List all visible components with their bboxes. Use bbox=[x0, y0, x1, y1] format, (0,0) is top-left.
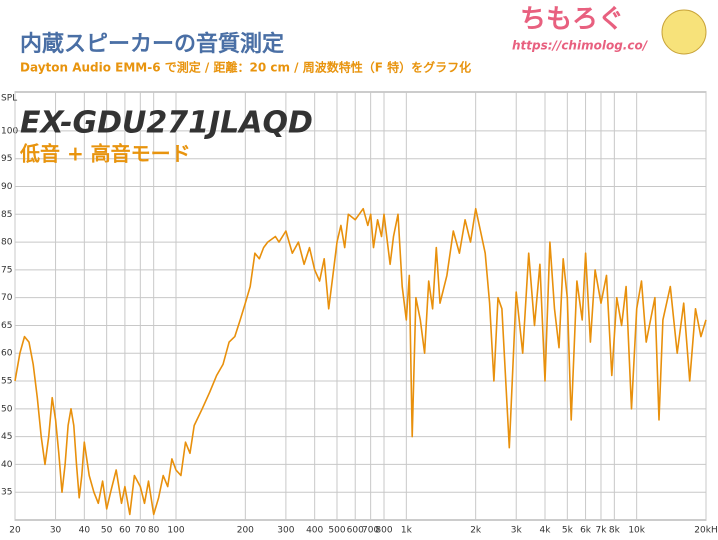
y-tick-label: 95 bbox=[1, 154, 12, 164]
mascot bbox=[661, 9, 707, 55]
x-tick-label: 80 bbox=[148, 526, 160, 536]
logo: ちもろぐ bbox=[520, 5, 624, 35]
y-tick-label: 60 bbox=[1, 349, 13, 359]
url: https://chimolog.co/ bbox=[512, 39, 649, 53]
x-tick-label: 30 bbox=[50, 526, 62, 536]
x-tick-label: 2k bbox=[470, 526, 482, 536]
x-tick-label: 200 bbox=[237, 526, 254, 536]
x-tick-label: 8k bbox=[609, 526, 621, 536]
y-tick-label: 75 bbox=[1, 265, 12, 275]
chart-subtitle: Dayton Audio EMM-6 で測定 / 距離：20 cm / 周波数特… bbox=[20, 60, 471, 75]
x-tick-label: 20kH bbox=[694, 526, 717, 536]
y-tick-label: 55 bbox=[1, 377, 12, 387]
x-tick-label: 600 bbox=[347, 526, 364, 536]
x-tick-label: 60 bbox=[119, 526, 131, 536]
x-tick-label: 100 bbox=[167, 526, 184, 536]
chart-title: 内蔵スピーカーの音質測定 bbox=[20, 31, 284, 57]
x-tick-label: 7k bbox=[596, 526, 608, 536]
x-tick-label: 4k bbox=[540, 526, 552, 536]
y-axis-label: SPL bbox=[1, 94, 17, 104]
x-tick-label: 70 bbox=[135, 526, 147, 536]
y-tick-label: 65 bbox=[1, 321, 12, 331]
x-tick-label: 500 bbox=[328, 526, 345, 536]
x-tick-label: 800 bbox=[375, 526, 392, 536]
x-tick-label: 10k bbox=[628, 526, 645, 536]
annotation: EX-GDU271JLAQD bbox=[20, 106, 313, 141]
x-tick-label: 50 bbox=[101, 526, 113, 536]
y-tick-label: 45 bbox=[1, 432, 12, 442]
x-tick-label: 5k bbox=[562, 526, 574, 536]
y-tick-label: 85 bbox=[1, 210, 12, 220]
y-tick-label: 90 bbox=[1, 182, 13, 192]
y-tick-label: 50 bbox=[1, 404, 13, 414]
y-tick-label: 100 bbox=[1, 126, 18, 136]
x-tick-label: 40 bbox=[79, 526, 91, 536]
plot-area bbox=[14, 91, 707, 521]
response-line bbox=[14, 207, 707, 516]
annotation: 低音 + 高音モード bbox=[19, 142, 191, 166]
x-tick-label: 3k bbox=[511, 526, 523, 536]
y-tick-label: 40 bbox=[1, 460, 13, 470]
x-tick-label: 6k bbox=[580, 526, 592, 536]
x-tick-label: 20 bbox=[9, 526, 21, 536]
x-tick-label: 400 bbox=[306, 526, 323, 536]
x-tick-label: 300 bbox=[277, 526, 294, 536]
y-tick-label: 35 bbox=[1, 488, 12, 498]
y-tick-label: 70 bbox=[1, 293, 13, 303]
x-tick-label: 1k bbox=[401, 526, 413, 536]
y-tick-label: 80 bbox=[1, 238, 13, 248]
x-tick-label: 700 bbox=[362, 526, 379, 536]
